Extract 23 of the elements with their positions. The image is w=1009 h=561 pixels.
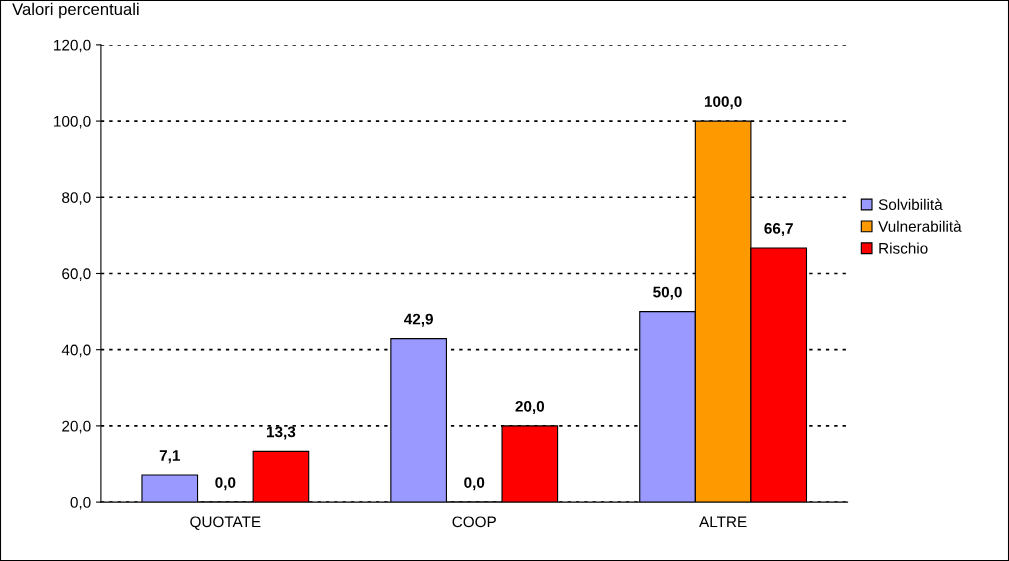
y-tick-label: 40,0 <box>61 344 91 358</box>
data-label: 7,1 <box>159 450 180 464</box>
data-label: 20,0 <box>515 400 545 414</box>
x-tick-label: COOP <box>452 516 496 528</box>
legend-label: Solvibilità <box>878 198 943 210</box>
x-tick-label: ALTRE <box>699 516 747 528</box>
data-label: 0,0 <box>464 477 485 491</box>
x-tick-label: QUOTATE <box>190 516 261 530</box>
data-label: 66,7 <box>764 223 793 237</box>
data-label: 50,0 <box>653 286 682 300</box>
y-tick-label: 20,0 <box>62 420 91 434</box>
y-tick-label: 80,0 <box>62 192 91 205</box>
data-label: 42,9 <box>404 313 433 327</box>
y-tick-label: 100,0 <box>54 115 91 129</box>
data-label: 100,0 <box>704 96 742 110</box>
y-tick-label: 60,0 <box>62 268 91 281</box>
data-label: 0,0 <box>215 477 236 491</box>
data-label: 13,3 <box>267 426 296 440</box>
y-tick-label: 0,0 <box>70 496 91 510</box>
chart-title: Valori percentuali <box>12 2 139 19</box>
legend-label: Vulnerabilità <box>878 220 962 232</box>
y-tick-label: 120,0 <box>54 39 91 53</box>
legend-label: Rischio <box>879 242 928 254</box>
